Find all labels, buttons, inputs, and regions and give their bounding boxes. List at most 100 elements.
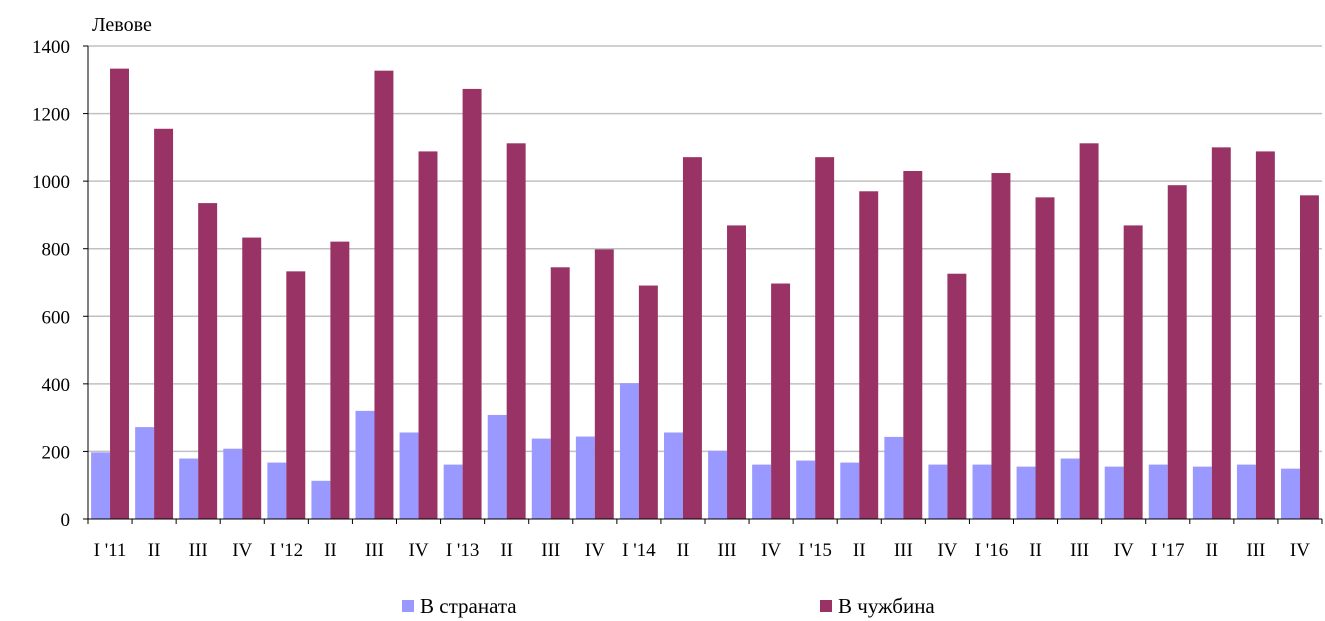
bar-domestic [179,458,199,519]
y-tick-label: 400 [42,375,71,396]
bar-domestic [708,450,728,519]
bar-abroad [771,283,791,519]
bar-abroad [506,143,526,519]
bar-abroad [815,157,835,519]
legend-label: В чужбина [838,594,935,618]
bar-abroad [286,271,306,519]
bar-domestic [487,414,507,519]
bar-domestic [223,448,243,519]
x-axis-tick-labels: I '11 II III IV I '12 II III IV I '13 II III IV I '1… [94,540,1311,561]
y-tick-label: 0 [61,510,71,531]
x-tick-label: II [853,540,866,561]
x-tick-label: IV [761,540,781,561]
bar-domestic [884,436,904,519]
bar-domestic [355,410,375,519]
x-tick-label: IV [585,540,605,561]
bar-abroad [638,285,658,519]
x-tick-label: III [365,540,384,561]
bar-domestic [1236,464,1256,519]
bar-domestic [928,464,948,519]
x-tick-label: III [894,540,913,561]
x-tick-label: III [1070,540,1089,561]
bar-abroad [550,267,570,519]
bar-abroad [462,88,482,519]
x-tick-label: III [541,540,560,561]
bar-domestic [1104,466,1124,519]
x-tick-label: III [189,540,208,561]
legend: В страната В чужбина [402,594,935,618]
legend-item-1: В чужбина [820,594,935,618]
bar-domestic [972,464,992,519]
bar-abroad [1167,185,1187,519]
legend-swatch [402,600,414,612]
bar-domestic [399,432,419,519]
bar-domestic [619,383,639,519]
bar-abroad [1255,151,1275,519]
y-tick-label: 200 [42,442,71,463]
x-tick-label: IV [937,540,957,561]
y-tick-label: 600 [42,307,71,328]
legend-swatch [820,600,832,612]
bar-series [91,68,1319,520]
y-tick-label: 1400 [32,37,70,58]
bar-domestic [311,480,331,519]
x-tick-label: I '17 [1151,540,1185,561]
bar-domestic [796,460,816,519]
bar-domestic [840,462,860,519]
bar-abroad [418,151,438,519]
y-tick-label: 800 [42,240,71,261]
x-tick-label: IV [232,540,252,561]
x-tick-label: I '12 [270,540,304,561]
bar-domestic [267,462,287,519]
x-tick-label: II [148,540,161,561]
bar-abroad [1299,195,1319,519]
x-tick-label: IV [409,540,429,561]
bar-abroad [1079,143,1099,519]
bar-domestic [1060,458,1080,519]
bar-abroad [727,225,746,519]
bar-abroad [1123,225,1143,519]
bar-domestic [1148,464,1168,519]
legend-label: В страната [420,594,517,618]
bar-abroad [947,273,967,519]
bar-domestic [531,438,551,519]
x-tick-label: I '13 [446,540,480,561]
bar-abroad [991,173,1011,519]
x-tick-label: II [500,540,513,561]
bar-abroad [1211,147,1231,519]
y-tick-label: 1000 [32,172,70,193]
x-tick-label: II [677,540,690,561]
x-tick-label: I '15 [798,540,832,561]
x-tick-label: IV [1290,540,1310,561]
bar-abroad [154,128,174,519]
bar-abroad [903,171,923,519]
x-tick-label: III [718,540,737,561]
bar-domestic [91,452,111,519]
bar-domestic [443,464,463,519]
bar-abroad [198,203,218,519]
bar-domestic [664,432,683,519]
bar-abroad [110,68,129,520]
bar-abroad [242,237,262,519]
x-tick-label: I '16 [975,540,1009,561]
x-tick-label: I '14 [622,540,656,561]
bar-domestic [1016,466,1036,519]
axes [83,45,1323,524]
bar-abroad [859,191,879,519]
bar-domestic [752,464,772,519]
y-tick-label: 1200 [32,105,70,126]
y-axis-tick-labels: 0 200 400 600 800 1000 1200 1400 [32,37,70,531]
x-tick-label: I '11 [94,540,127,561]
x-tick-label: II [1029,540,1042,561]
bar-abroad [374,70,394,519]
bar-domestic [575,436,595,519]
x-tick-label: II [324,540,337,561]
bar-domestic [1281,468,1300,519]
legend-item-0: В страната [402,594,517,618]
bar-abroad [330,241,350,519]
bar-domestic [135,427,155,519]
x-tick-label: II [1205,540,1218,561]
bar-domestic [1192,466,1212,519]
y-axis-unit-label: Левове [92,14,152,36]
